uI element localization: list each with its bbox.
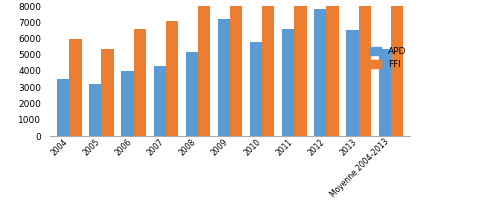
Bar [89, 84, 102, 136]
Bar [122, 71, 134, 136]
Bar [218, 19, 230, 136]
Bar [134, 29, 146, 136]
Bar [198, 0, 210, 136]
Bar [390, 0, 403, 136]
Bar [314, 9, 326, 136]
Bar [230, 0, 242, 136]
Bar [346, 30, 358, 136]
Bar [294, 0, 306, 136]
Bar [186, 51, 198, 136]
Bar [326, 0, 338, 136]
Bar [166, 21, 178, 136]
Bar [70, 39, 82, 136]
Bar [262, 0, 274, 136]
Bar [102, 49, 114, 136]
Legend: APD, FFI: APD, FFI [367, 44, 409, 72]
Bar [154, 66, 166, 136]
Bar [250, 42, 262, 136]
Bar [358, 0, 371, 136]
Bar [57, 79, 70, 136]
Bar [378, 49, 390, 136]
Bar [282, 29, 294, 136]
